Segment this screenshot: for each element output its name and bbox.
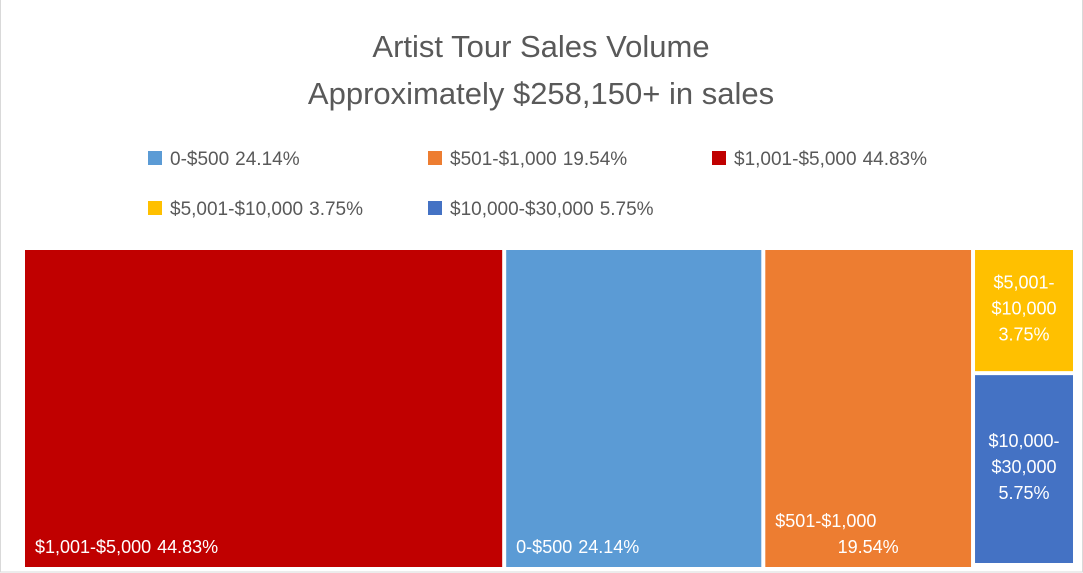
chart-title: Artist Tour Sales Volume [372,29,709,64]
legend-value: 44.83% [863,149,928,170]
tile-name: $1,001-$5,000 [35,537,151,557]
tile-value: 19.54% [838,537,899,557]
legend-name: $501-$1,000 [450,149,557,170]
legend-label: $501-$1,000 19.54% [450,149,627,170]
legend-label: $1,001-$5,000 44.83% [734,149,927,170]
treemap-tile [765,250,972,567]
tile-name: $501-$1,000 [775,511,876,531]
tile-label: $1,001-$5,000 44.83% [35,537,218,557]
tile-label: 0-$500 24.14% [516,537,639,557]
legend-swatch [428,201,442,215]
chart-subtitle: Approximately $258,150+ in sales [308,76,774,111]
legend-name: $10,000-$30,000 [450,199,594,220]
legend-swatch [148,151,162,165]
legend-label: 0-$500 24.14% [170,149,300,170]
legend-label: $10,000-$30,000 5.75% [450,199,654,220]
tile-name-part: $5,001- [993,273,1054,293]
legend-value: 24.14% [235,149,300,170]
legend-value: 19.54% [563,149,628,170]
tile-name-part: $10,000- [988,431,1059,451]
treemap-tile [25,250,503,567]
legend-swatch [148,201,162,215]
treemap-tile [975,250,1073,372]
legend-name: 0-$500 [170,149,229,170]
legend-name: $5,001-$10,000 [170,199,303,220]
legend-swatch [428,151,442,165]
treemap-tile [506,250,762,567]
tile-name: $10,000- $30,000 [988,431,1059,477]
treemap-tile [975,375,1073,563]
tile-name-part: $10,000 [991,299,1056,319]
tile-value: 3.75% [998,325,1049,345]
tile-name-part: $30,000 [991,457,1056,477]
legend-swatch [712,151,726,165]
legend-label: $5,001-$10,000 3.75% [170,199,363,220]
tile-value: 24.14% [578,537,639,557]
tile-name: $5,001- $10,000 [991,273,1056,319]
legend-name: $1,001-$5,000 [734,149,857,170]
tile-value: 44.83% [157,537,218,557]
legend-value: 3.75% [309,199,363,220]
legend-value: 5.75% [600,199,654,220]
tile-name: 0-$500 [516,537,572,557]
tile-value: 5.75% [998,483,1049,503]
